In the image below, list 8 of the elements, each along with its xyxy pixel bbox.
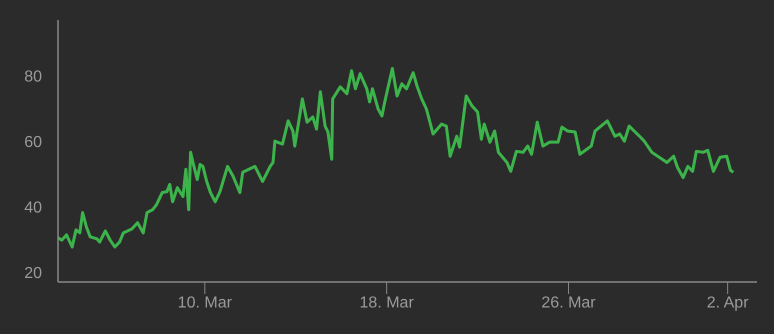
y-tick-label: 20: [24, 264, 42, 282]
x-tick-label: 18. Mar: [360, 294, 414, 312]
y-tick-label: 80: [24, 68, 42, 86]
x-tick-label: 2. Apr: [706, 294, 750, 312]
y-tick-label: 40: [24, 199, 42, 216]
x-tick-label: 10. Mar: [178, 294, 233, 312]
x-tick-label: 26. Mar: [541, 294, 596, 312]
y-tick-label: 60: [24, 134, 42, 151]
